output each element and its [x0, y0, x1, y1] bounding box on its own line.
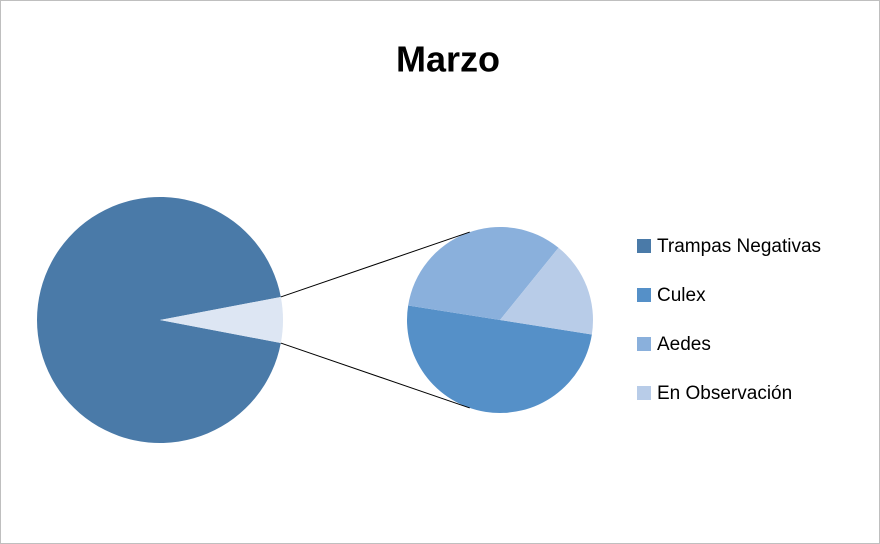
legend-swatch — [637, 337, 651, 351]
chart-title: Marzo — [396, 39, 500, 80]
other-slice — [160, 296, 283, 344]
legend-swatch — [637, 386, 651, 400]
pie-slice — [500, 247, 594, 335]
pie-slice — [37, 196, 281, 444]
pie-slice — [408, 227, 559, 320]
connector-line — [280, 231, 470, 298]
pie-slice — [407, 305, 592, 414]
legend-label: Trampas Negativas — [657, 236, 821, 257]
legend-swatch — [637, 288, 651, 302]
legend-label: En Observación — [657, 383, 792, 404]
legend-label: Aedes — [657, 334, 711, 355]
connector-line — [280, 342, 470, 409]
legend-label: Culex — [657, 285, 706, 306]
legend-swatch — [637, 239, 651, 253]
